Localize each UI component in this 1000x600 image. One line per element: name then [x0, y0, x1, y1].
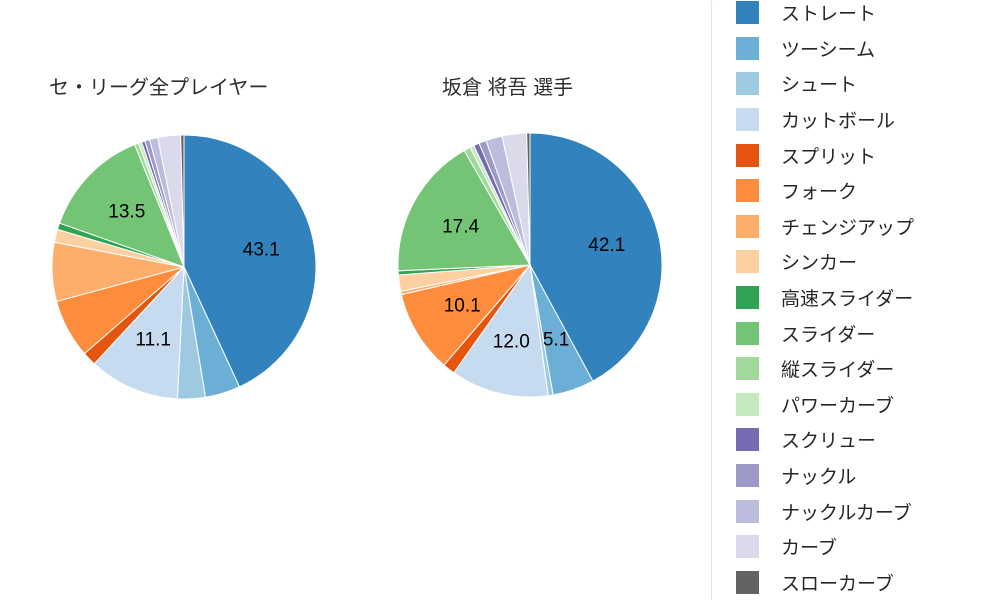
- legend-item-2[interactable]: ツーシーム: [736, 31, 1000, 67]
- legend-color-swatch: [736, 72, 759, 96]
- legend-item-6[interactable]: フォーク: [736, 173, 1000, 209]
- pie-slice-4[interactable]: [453, 263, 549, 398]
- legend-color-swatch: [736, 499, 759, 523]
- pie-slice-1[interactable]: [183, 134, 317, 388]
- legend-item-15[interactable]: ナックルカーブ: [736, 493, 1000, 529]
- pie-slice-10[interactable]: [58, 143, 185, 268]
- legend-item-9[interactable]: 高速スライダー: [736, 280, 1000, 316]
- pie-slice-6[interactable]: [400, 264, 532, 366]
- legend-item-label: チェンジアップ: [781, 217, 915, 239]
- legend-item-14[interactable]: ナックル: [736, 458, 1000, 494]
- legend-item-11[interactable]: 縦スライダー: [736, 351, 1000, 387]
- legend-color-swatch: [736, 464, 759, 488]
- pie-slice-17[interactable]: [526, 132, 531, 266]
- legend-color-swatch: [736, 428, 759, 452]
- legend-color-swatch: [736, 214, 759, 238]
- legend-item-label: スクリュー: [781, 431, 877, 453]
- legend-color-swatch: [736, 250, 759, 274]
- legend-color-swatch: [736, 392, 759, 416]
- pie-slice-label: 5.1: [543, 329, 569, 350]
- pie-slice-label: 43.1: [243, 240, 280, 261]
- legend-item-label: カットボール: [781, 111, 896, 133]
- pie-slice-label: 12.0: [493, 332, 530, 353]
- pie-chart-right: 42.1 5.1 12.0 10.1 17.4: [397, 132, 663, 398]
- pie-slice-10[interactable]: [397, 149, 531, 272]
- legend-item-10[interactable]: スライダー: [736, 315, 1000, 351]
- legend-item-1[interactable]: ストレート: [736, 0, 1000, 31]
- legend-item-13[interactable]: スクリュー: [736, 422, 1000, 458]
- legend-color-swatch: [736, 1, 759, 25]
- pie-slice-4[interactable]: [93, 265, 185, 400]
- pie-slice-label: 42.1: [588, 235, 625, 256]
- legend-item-16[interactable]: カーブ: [736, 529, 1000, 565]
- legend-item-3[interactable]: シュート: [736, 66, 1000, 102]
- legend-color-swatch: [736, 143, 759, 167]
- pie-slice-label: 17.4: [442, 216, 479, 237]
- legend-color-swatch: [736, 321, 759, 345]
- pie-slice-label: 13.5: [108, 202, 145, 223]
- legend-item-label: スプリット: [781, 146, 877, 168]
- legend-item-label: スローカーブ: [781, 573, 894, 595]
- legend-item-label: ナックル: [781, 467, 857, 489]
- legend-color-swatch: [736, 570, 759, 594]
- legend-item-label: ストレート: [781, 4, 877, 26]
- legend-item-12[interactable]: パワーカーブ: [736, 387, 1000, 423]
- legend-item-label: ナックルカーブ: [781, 502, 912, 524]
- legend-item-label: フォーク: [781, 182, 858, 204]
- legend-item-label: ツーシーム: [781, 39, 876, 61]
- legend-item-label: 高速スライダー: [781, 289, 914, 311]
- legend: ストレートツーシームシュートカットボール スプリットフォークチェンジアップ シンカー…: [711, 0, 1000, 600]
- pie-title-left: セ・リーグ全プレイヤー: [49, 77, 269, 99]
- legend-item-7[interactable]: チェンジアップ: [736, 209, 1000, 245]
- legend-item-8[interactable]: シンカー: [736, 244, 1000, 280]
- pie-slice-17[interactable]: [180, 134, 185, 268]
- legend-item-label: シンカー: [781, 253, 858, 275]
- legend-item-5[interactable]: スプリット: [736, 137, 1000, 173]
- legend-item-label: 縦スライダー: [781, 360, 895, 382]
- legend-color-swatch: [736, 36, 759, 60]
- legend-color-swatch: [736, 357, 759, 381]
- pie-slice-label: 11.1: [135, 330, 171, 351]
- legend-color-swatch: [736, 535, 759, 559]
- legend-item-label: スライダー: [781, 324, 876, 346]
- legend-item-label: カーブ: [781, 538, 837, 560]
- legend-item-label: シュート: [781, 75, 858, 97]
- legend-color-swatch: [736, 179, 759, 203]
- pie-chart-left: 43.1 11.1 13.5: [51, 134, 317, 400]
- pie-slice-label: 10.1: [444, 296, 481, 317]
- pie-slice-1[interactable]: [529, 132, 663, 382]
- legend-color-swatch: [736, 286, 759, 310]
- legend-item-label: パワーカーブ: [781, 395, 894, 417]
- legend-color-swatch: [736, 108, 759, 132]
- pie-title-right: 坂倉 将吾 選手: [442, 77, 574, 99]
- legend-item-17[interactable]: スローカーブ: [736, 565, 1000, 600]
- legend-item-4[interactable]: カットボール: [736, 102, 1000, 138]
